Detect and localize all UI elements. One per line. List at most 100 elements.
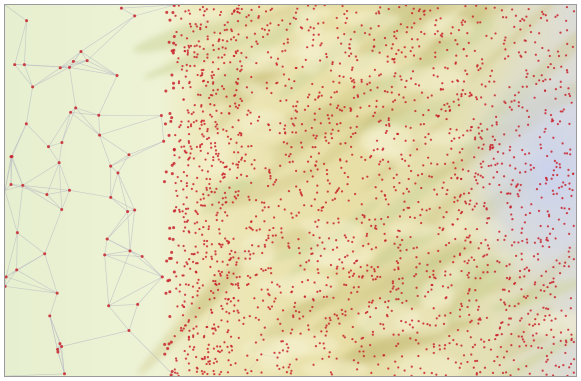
sample-node [294, 109, 297, 112]
mesh-edge [5, 276, 7, 287]
sample-node [331, 128, 334, 131]
sample-node [461, 19, 465, 22]
sample-node [360, 155, 363, 159]
sample-node [515, 184, 518, 187]
sample-node [314, 164, 317, 167]
sample-node [163, 342, 167, 346]
sample-node [196, 289, 199, 293]
mesh-edge [46, 194, 62, 210]
sample-node [294, 11, 298, 14]
sample-node [457, 209, 461, 212]
sample-node [198, 286, 201, 290]
sample-node [310, 247, 313, 250]
sample-node [201, 372, 204, 375]
sample-node [234, 52, 238, 55]
sample-node [416, 331, 419, 334]
mesh-edge [80, 15, 135, 52]
sample-node [475, 227, 479, 231]
mesh-edge [48, 112, 71, 147]
sample-node [183, 349, 186, 353]
sample-node [192, 111, 195, 114]
sample-node [388, 124, 391, 128]
sample-node [218, 232, 221, 235]
sample-node [348, 46, 351, 50]
sample-node [523, 19, 526, 22]
sample-node [458, 315, 462, 318]
sample-node [198, 127, 201, 130]
sample-node [527, 115, 530, 118]
sample-node [127, 153, 131, 157]
sample-node [568, 94, 572, 98]
sample-node [335, 314, 339, 317]
sample-node [210, 146, 213, 149]
sample-node [182, 188, 185, 191]
sample-node [480, 58, 484, 61]
sample-node [210, 257, 214, 261]
sample-node [382, 327, 386, 330]
sample-node [522, 330, 525, 334]
sample-node [182, 203, 185, 206]
sample-node [227, 359, 230, 362]
sample-node [495, 121, 498, 124]
sample-node [225, 129, 228, 133]
mesh-edge [128, 141, 164, 155]
sample-node [232, 54, 235, 58]
sample-node [220, 304, 223, 308]
sample-node [185, 182, 188, 185]
sample-node [246, 372, 249, 375]
sample-node [297, 238, 300, 241]
sample-node [391, 280, 395, 283]
sample-node [182, 274, 185, 277]
sample-node [316, 268, 319, 271]
sample-node [454, 39, 457, 42]
sample-node [186, 49, 189, 52]
sample-node [474, 277, 477, 280]
sample-node [564, 183, 567, 187]
sample-node [310, 204, 313, 208]
terrain-relief [5, 5, 576, 376]
sample-node [499, 345, 502, 349]
sample-node [355, 125, 358, 128]
sample-node [546, 225, 549, 228]
sample-node [386, 60, 389, 63]
sample-node [193, 104, 196, 107]
sample-node [190, 302, 193, 305]
sample-node [213, 104, 216, 107]
sample-node [480, 137, 483, 140]
sample-node [187, 319, 191, 322]
sample-node [360, 203, 363, 206]
sample-node [359, 265, 362, 269]
map-view[interactable] [4, 4, 577, 377]
sample-node [247, 14, 250, 17]
sample-node [552, 192, 555, 196]
sample-node [179, 124, 182, 127]
sample-node [278, 351, 281, 354]
sample-node [347, 239, 350, 242]
sample-node [316, 168, 319, 171]
sample-node [537, 209, 541, 212]
sample-node [521, 17, 524, 21]
sample-node [346, 254, 349, 257]
sample-node [550, 177, 553, 180]
sample-node [410, 374, 413, 376]
sample-node [450, 176, 453, 180]
sample-node [294, 17, 297, 20]
sample-node [520, 335, 523, 338]
sample-node [565, 19, 568, 22]
sample-node [470, 93, 473, 96]
sample-node [517, 241, 520, 244]
sample-node [432, 269, 435, 272]
sample-node [371, 333, 374, 336]
sample-node [174, 371, 177, 374]
sample-node [541, 245, 544, 248]
sample-node [473, 343, 477, 346]
sample-node [215, 218, 218, 222]
sample-node [450, 147, 453, 150]
sample-node [195, 211, 198, 214]
sample-node [374, 218, 377, 221]
sample-node [343, 283, 346, 286]
sample-node [545, 19, 549, 22]
sample-node [467, 41, 470, 44]
sample-node [572, 10, 576, 13]
terrain-map[interactable] [5, 5, 576, 376]
